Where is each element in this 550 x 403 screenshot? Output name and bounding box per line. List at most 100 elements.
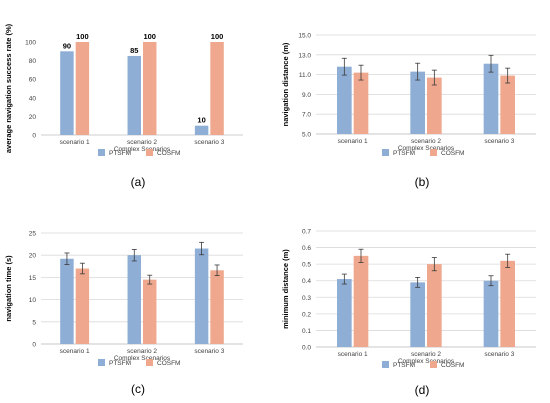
y-tick-label: 20 xyxy=(29,253,37,260)
y-tick-label: 25 xyxy=(29,231,37,238)
bar-ptsfm-2 xyxy=(127,255,141,344)
y-tick-label: 0.0 xyxy=(302,345,311,352)
y-tick-label: 20 xyxy=(29,114,37,121)
x-axis-label: Complex Scenarios xyxy=(114,355,171,362)
bar-ptsfm-3 xyxy=(483,63,499,134)
y-axis-label: minimum distance (m) xyxy=(281,249,290,329)
x-tick-label: scenario 3 xyxy=(194,139,224,146)
bar-cosfm-1 xyxy=(353,255,369,347)
y-tick-label: 15 xyxy=(29,275,37,282)
bar-cosfm-3 xyxy=(210,270,224,344)
bar-ptsfm-1 xyxy=(337,66,352,134)
y-tick-label: 0.4 xyxy=(302,278,311,285)
bar-ptsfm-1 xyxy=(60,258,74,344)
data-label: 100 xyxy=(143,32,156,41)
x-tick-label: scenario 2 xyxy=(127,139,157,146)
x-tick-label: scenario 3 xyxy=(194,348,224,355)
y-tick-label: 10 xyxy=(29,297,37,304)
panel-label: (c) xyxy=(131,382,145,396)
legend-label-ptsfm: PTSFM xyxy=(109,150,131,157)
bar-ptsfm-3 xyxy=(194,248,209,344)
legend-label-cosfm: COSFM xyxy=(157,150,180,157)
bar-ptsfm-2 xyxy=(127,55,141,136)
y-tick-label: 15.0 xyxy=(298,33,311,40)
chart-panel-d: 0.0 0.1 0.2 0.3 0.4 0.5 0.6 0.7 scenario 1 scenar… xyxy=(281,229,536,397)
legend-label-cosfm: COSFM xyxy=(157,360,180,367)
bar-cosfm-3 xyxy=(500,260,515,347)
legend-swatch-ptsfm xyxy=(98,149,105,156)
y-tick-label: 60 xyxy=(29,77,37,84)
bar-ptsfm-1 xyxy=(60,51,74,135)
y-tick-label: 0.7 xyxy=(302,229,311,236)
legend-label-ptsfm: PTSFM xyxy=(393,150,415,157)
bar-cosfm-2 xyxy=(143,279,157,344)
data-label: 85 xyxy=(130,46,138,55)
y-tick-label: 11.0 xyxy=(299,72,312,79)
legend-swatch-ptsfm xyxy=(382,361,389,368)
bar-cosfm-1 xyxy=(75,42,90,135)
bar-ptsfm-2 xyxy=(410,282,425,347)
x-tick-label: scenario 1 xyxy=(60,348,90,355)
bar-cosfm-1 xyxy=(75,268,90,344)
data-label: 100 xyxy=(211,32,224,41)
data-label: 10 xyxy=(197,116,205,125)
panel-label: (d) xyxy=(415,383,430,397)
x-tick-label: scenario 2 xyxy=(411,138,441,145)
bar-cosfm-3 xyxy=(500,75,515,134)
x-tick-label: scenario 3 xyxy=(484,138,514,145)
y-tick-label: 40 xyxy=(29,95,37,102)
bar-cosfm-1 xyxy=(353,72,369,134)
y-tick-label: 7.0 xyxy=(302,112,311,119)
bar-ptsfm-3 xyxy=(483,280,499,347)
legend-label-ptsfm: PTSFM xyxy=(393,362,415,369)
legend-swatch-cosfm xyxy=(146,149,153,156)
chart-panel-c: 0 5 10 15 20 25 scenario 1 scenario 2 scenario 3… xyxy=(4,231,243,396)
y-tick-label: 0.2 xyxy=(302,311,311,318)
x-axis-label: Complex Scenarios xyxy=(114,146,171,153)
bar-ptsfm-1 xyxy=(337,279,352,347)
y-tick-label: 0.3 xyxy=(302,295,311,302)
legend-swatch-cosfm xyxy=(430,149,437,156)
legend-swatch-ptsfm xyxy=(98,359,105,366)
legend-swatch-ptsfm xyxy=(382,149,389,156)
legend-swatch-cosfm xyxy=(430,361,437,368)
y-tick-label: 5 xyxy=(32,319,36,326)
y-axis-label: average navigation success rate (%) xyxy=(4,23,13,153)
y-tick-label: 0.5 xyxy=(302,262,311,269)
y-tick-label: 5.0 xyxy=(302,132,311,139)
legend-label-cosfm: COSFM xyxy=(441,150,464,157)
y-axis-label: navigation distance (m) xyxy=(281,42,290,126)
data-label: 100 xyxy=(76,32,89,41)
bar-cosfm-2 xyxy=(427,264,442,347)
x-tick-label: scenario 1 xyxy=(60,139,90,146)
y-tick-label: 0 xyxy=(32,133,36,140)
legend-label-ptsfm: PTSFM xyxy=(109,360,131,367)
x-tick-label: scenario 2 xyxy=(127,348,157,355)
x-tick-label: scenario 2 xyxy=(411,351,441,358)
bar-ptsfm-2 xyxy=(410,71,425,134)
y-tick-label: 13.0 xyxy=(298,52,311,59)
y-tick-label: 80 xyxy=(29,58,37,65)
y-tick-label: 0 xyxy=(32,342,36,349)
y-tick-label: 100 xyxy=(25,40,36,47)
bar-ptsfm-3 xyxy=(194,125,209,135)
x-tick-label: scenario 1 xyxy=(338,351,368,358)
data-label: 90 xyxy=(63,41,71,50)
y-axis-label: navigation time (s) xyxy=(4,255,13,322)
bar-cosfm-2 xyxy=(427,77,442,134)
y-tick-label: 9.0 xyxy=(302,92,311,99)
chart-panel-b: 5.0 7.0 9.0 11.0 13.0 15.0 scenario 1 scenario … xyxy=(281,33,536,189)
panel-label: (a) xyxy=(131,175,146,189)
legend-label-cosfm: COSFM xyxy=(441,362,464,369)
x-axis-label: Complex Scenarios xyxy=(398,145,455,152)
panel-label: (b) xyxy=(415,175,430,189)
x-tick-label: scenario 3 xyxy=(484,351,514,358)
bar-cosfm-3 xyxy=(210,42,224,135)
bar-cosfm-2 xyxy=(143,42,157,135)
chart-panel-a: 0 20 40 60 80 100 90 100 scenario 1 85 100 scenario… xyxy=(4,23,243,189)
legend-swatch-cosfm xyxy=(146,359,153,366)
y-tick-label: 0.1 xyxy=(302,328,311,335)
y-tick-label: 0.6 xyxy=(302,245,311,252)
x-tick-label: scenario 1 xyxy=(338,138,368,145)
